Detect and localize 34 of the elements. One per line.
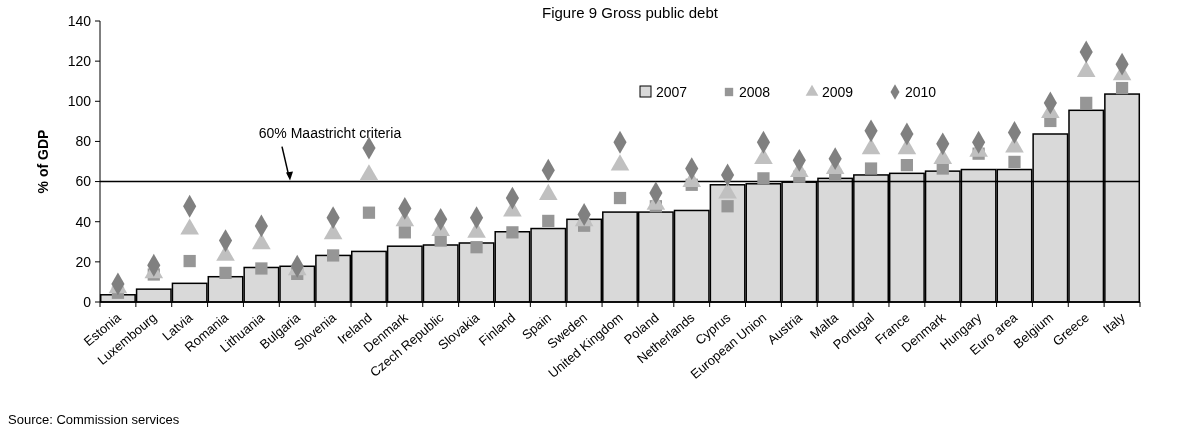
y-tick-label: 100	[67, 93, 92, 110]
point	[1115, 81, 1129, 95]
point	[1008, 155, 1021, 169]
legend-label: 2007	[656, 83, 688, 100]
legend-label: 2010	[905, 83, 937, 100]
y-axis-title: % of GDP	[35, 129, 51, 194]
point	[613, 191, 627, 205]
point	[757, 172, 770, 185]
point	[506, 226, 519, 239]
y-tick-label: 0	[83, 293, 92, 310]
point	[398, 226, 411, 239]
y-tick-label: 20	[75, 253, 92, 270]
point	[219, 266, 232, 280]
y-tick-label: 120	[67, 53, 92, 70]
y-tick-label: 80	[75, 133, 92, 150]
point	[362, 206, 376, 219]
point	[1080, 96, 1093, 110]
legend-label: 2009	[822, 83, 854, 100]
point	[900, 158, 914, 172]
ref-line-label: 60% Maastricht criteria	[258, 124, 402, 141]
point	[183, 254, 196, 268]
point	[326, 249, 340, 262]
point	[542, 214, 555, 228]
source-note: Source: Commission services	[8, 412, 180, 427]
point	[721, 200, 734, 213]
x-tick-label: Italy	[1099, 309, 1129, 337]
y-tick-label: 140	[67, 12, 92, 29]
chart-title: Figure 9 Gross public debt	[542, 4, 719, 21]
y-tick-label: 60	[75, 173, 92, 190]
point	[470, 241, 483, 254]
legend-label: 2008	[739, 83, 771, 100]
y-tick-label: 40	[75, 213, 92, 230]
point	[255, 262, 268, 275]
point	[864, 162, 878, 175]
